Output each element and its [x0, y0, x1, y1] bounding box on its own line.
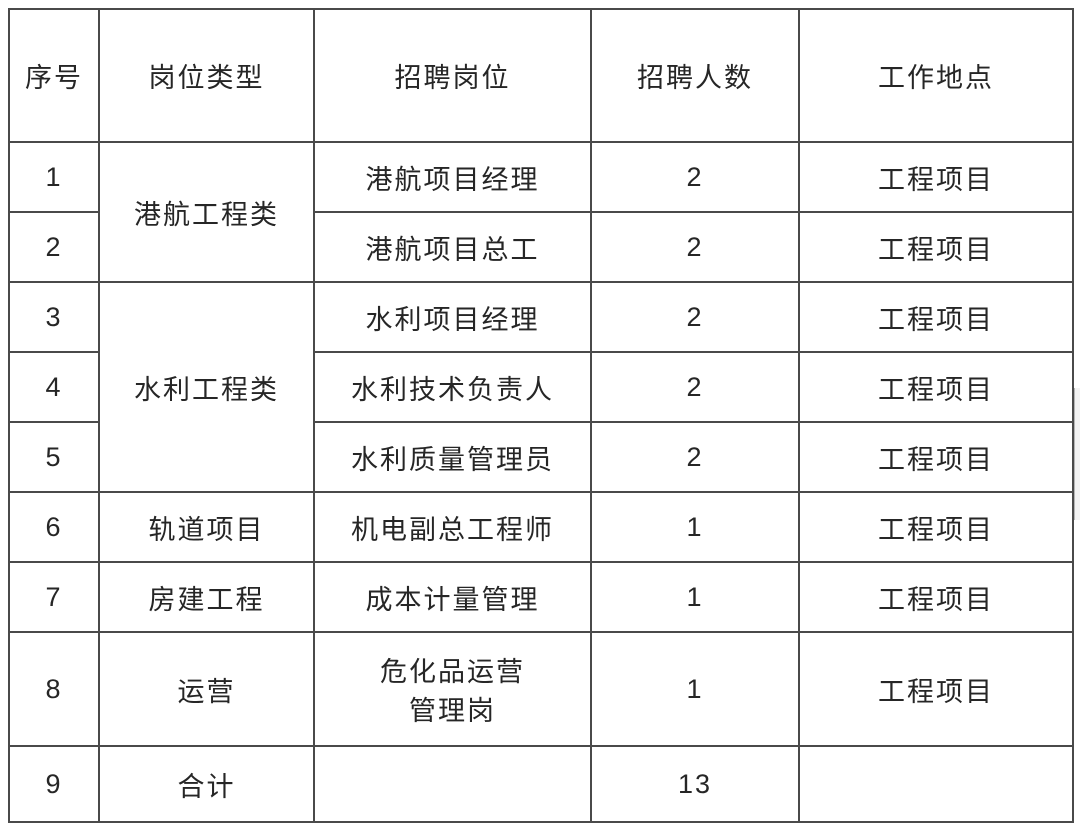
position-cell: 水利质量管理员 — [313, 421, 592, 493]
count-cell: 1 — [590, 491, 800, 563]
serial-cell: 2 — [8, 211, 100, 283]
table-row: 8 运营 危化品运营 管理岗 1 工程项目 — [8, 631, 1074, 747]
table-row: 3 水利工程类 水利项目经理 2 工程项目 — [8, 281, 1074, 493]
count-cell: 13 — [590, 745, 800, 823]
location-cell: 工程项目 — [798, 491, 1074, 563]
table-row: 5 水利质量管理员 2 工程项目 — [8, 421, 1074, 493]
location-cell: 工程项目 — [798, 351, 1074, 423]
location-cell — [798, 745, 1074, 823]
table-row: 6 轨道项目 机电副总工程师 1 工程项目 — [8, 491, 1074, 563]
table-row: 7 房建工程 成本计量管理 1 工程项目 — [8, 561, 1074, 633]
position-cell: 成本计量管理 — [313, 561, 592, 633]
col-header-serial: 序号 — [8, 8, 100, 143]
serial-cell: 8 — [8, 631, 100, 747]
serial-cell: 3 — [8, 281, 100, 353]
serial-cell: 7 — [8, 561, 100, 633]
category-cell: 运营 — [98, 631, 315, 747]
count-cell: 2 — [590, 281, 800, 353]
position-cell — [313, 745, 592, 823]
location-cell: 工程项目 — [798, 141, 1074, 213]
position-cell: 港航项目经理 — [313, 141, 592, 213]
count-cell: 1 — [590, 561, 800, 633]
location-cell: 工程项目 — [798, 281, 1074, 353]
count-cell: 2 — [590, 211, 800, 283]
count-cell: 2 — [590, 351, 800, 423]
position-cell: 港航项目总工 — [313, 211, 592, 283]
category-cell: 合计 — [98, 745, 315, 823]
serial-cell: 6 — [8, 491, 100, 563]
category-cell: 房建工程 — [98, 561, 315, 633]
serial-cell: 5 — [8, 421, 100, 493]
serial-cell: 1 — [8, 141, 100, 213]
position-cell: 水利技术负责人 — [313, 351, 592, 423]
col-header-location: 工作地点 — [798, 8, 1074, 143]
count-cell: 1 — [590, 631, 800, 747]
serial-cell: 9 — [8, 745, 100, 823]
location-cell: 工程项目 — [798, 211, 1074, 283]
position-cell: 机电副总工程师 — [313, 491, 592, 563]
col-header-category: 岗位类型 — [98, 8, 315, 143]
col-header-count: 招聘人数 — [590, 8, 800, 143]
table-row: 4 水利技术负责人 2 工程项目 — [8, 351, 1074, 423]
count-cell: 2 — [590, 141, 800, 213]
table-row: 1 港航工程类 港航项目经理 2 工程项目 — [8, 141, 1074, 283]
count-cell: 2 — [590, 421, 800, 493]
position-cell: 危化品运营 管理岗 — [313, 631, 592, 747]
serial-cell: 4 — [8, 351, 100, 423]
col-header-position: 招聘岗位 — [313, 8, 592, 143]
category-cell: 港航工程类 — [98, 141, 315, 283]
location-cell: 工程项目 — [798, 421, 1074, 493]
position-cell: 水利项目经理 — [313, 281, 592, 353]
category-cell: 轨道项目 — [98, 491, 315, 563]
location-cell: 工程项目 — [798, 561, 1074, 633]
category-cell: 水利工程类 — [98, 281, 315, 493]
table-row-total: 9 合计 13 — [8, 745, 1074, 823]
location-cell: 工程项目 — [798, 631, 1074, 747]
scan-artifact — [1074, 388, 1080, 520]
table-row: 2 港航项目总工 2 工程项目 — [8, 211, 1074, 283]
header-row: 序号 岗位类型 招聘岗位 招聘人数 工作地点 — [8, 8, 1074, 143]
recruitment-table: 序号 岗位类型 招聘岗位 招聘人数 工作地点 1 港航工程类 港航项目经理 2 … — [8, 8, 1074, 823]
